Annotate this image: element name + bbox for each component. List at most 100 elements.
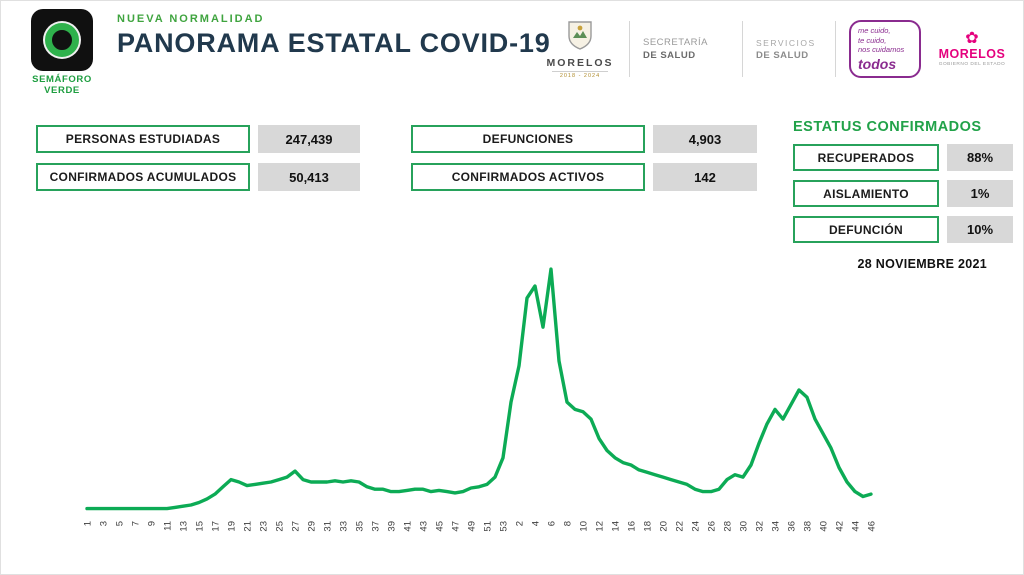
flower-icon: ✿	[965, 30, 979, 47]
me-cuido-logo: me cuido, te cuido, nos cuidamos todos	[849, 20, 921, 78]
stat-confirmados-acumulados: CONFIRMADOS ACUMULADOS 50,413	[36, 163, 360, 191]
x-axis-tick-label: 17	[211, 521, 222, 532]
servicios-line2: DE SALUD	[756, 49, 809, 61]
stat-value: 247,439	[258, 125, 360, 153]
x-axis-tick-label: 2	[515, 521, 526, 526]
morelos-pink-logo: ✿ MORELOS GOBIERNO DEL ESTADO	[933, 30, 1011, 68]
x-axis-tick-label: 28	[723, 521, 734, 532]
x-axis-tick-label: 20	[659, 521, 670, 532]
x-axis-tick-label: 8	[563, 521, 574, 526]
stats-middle-column: DEFUNCIONES 4,903 CONFIRMADOS ACTIVOS 14…	[411, 125, 757, 201]
x-axis-tick-label: 37	[371, 521, 382, 532]
x-axis-tick-label: 45	[435, 521, 446, 532]
pink-morelos-name: MORELOS	[938, 47, 1006, 61]
x-axis-tick-label: 25	[275, 521, 286, 532]
status-defuncion: DEFUNCIÓN 10%	[793, 216, 1013, 243]
mecuido-line2: te cuido,	[858, 35, 887, 45]
stat-personas-estudiadas: PERSONAS ESTUDIADAS 247,439	[36, 125, 360, 153]
x-axis-tick-label: 32	[755, 521, 766, 532]
status-title: ESTATUS CONFIRMADOS	[793, 119, 982, 135]
status-value: 10%	[947, 216, 1013, 243]
x-axis-tick-label: 9	[147, 521, 158, 526]
semaforo-line2: VERDE	[44, 85, 80, 97]
x-axis-tick-label: 41	[403, 521, 414, 532]
status-aislamiento: AISLAMIENTO 1%	[793, 180, 1013, 207]
title-block: NUEVA NORMALIDAD PANORAMA ESTATAL COVID-…	[117, 13, 551, 59]
secretaria-line1: SECRETARÍA	[643, 37, 709, 48]
morelos-crest-logo: MORELOS 2018 - 2024	[544, 20, 616, 79]
logo-strip: MORELOS 2018 - 2024 SECRETARÍA DE SALUD …	[544, 11, 1011, 87]
stat-defunciones: DEFUNCIONES 4,903	[411, 125, 757, 153]
semaforo-badge: SEMÁFORO VERDE	[27, 9, 97, 97]
x-axis-tick-label: 21	[243, 521, 254, 532]
x-axis-tick-label: 13	[179, 521, 190, 532]
x-axis-tick-label: 40	[819, 521, 830, 532]
x-axis-tick-label: 34	[771, 521, 782, 532]
stats-status-column: ESTATUS CONFIRMADOS RECUPERADOS 88% AISL…	[793, 119, 1013, 252]
green-ring-icon	[45, 23, 79, 57]
divider	[629, 21, 630, 77]
secretaria-salud-logo: SECRETARÍA DE SALUD	[643, 37, 729, 61]
x-axis-tick-label: 30	[739, 521, 750, 532]
mecuido-line1: me cuido,	[858, 26, 891, 36]
stat-label: CONFIRMADOS ACTIVOS	[411, 163, 645, 191]
stats-left-column: PERSONAS ESTUDIADAS 247,439 CONFIRMADOS …	[36, 125, 360, 201]
x-axis-tick-label: 51	[483, 521, 494, 532]
x-axis-tick-label: 47	[451, 521, 462, 532]
x-axis-tick-label: 23	[259, 521, 270, 532]
crest-icon	[568, 20, 592, 50]
stat-label: PERSONAS ESTUDIADAS	[36, 125, 250, 153]
x-axis-tick-label: 12	[595, 521, 606, 532]
semaforo-line1: SEMÁFORO	[32, 74, 92, 85]
weekly-cases-chart: 1 3 5 7 9 11 13 15 17 19 21 23 25 27 29 31 33 35 37 39 41 43 4…	[79, 247, 879, 563]
x-axis-tick-label: 14	[611, 521, 622, 532]
report-date: 28 NOVIEMBRE 2021	[857, 257, 987, 271]
x-axis-tick-label: 6	[547, 521, 558, 526]
x-axis-tick-label: 31	[323, 521, 334, 532]
x-axis-tick-label: 18	[643, 521, 654, 532]
status-value: 1%	[947, 180, 1013, 207]
crest-years: 2018 - 2024	[552, 70, 608, 79]
traffic-light-icon	[31, 9, 93, 71]
x-axis-tick-label: 42	[835, 521, 846, 532]
divider	[835, 21, 836, 77]
divider	[742, 21, 743, 77]
status-recuperados: RECUPERADOS 88%	[793, 144, 1013, 171]
x-axis-tick-label: 15	[195, 521, 206, 532]
mecuido-line3: nos cuidamos	[858, 45, 905, 55]
mecuido-todos: todos	[858, 55, 897, 72]
crest-name: MORELOS	[546, 56, 614, 69]
x-axis-tick-label: 35	[355, 521, 366, 532]
x-axis-tick-label: 27	[291, 521, 302, 532]
x-axis-tick-label: 53	[499, 521, 510, 532]
status-value: 88%	[947, 144, 1013, 171]
cases-series-line	[85, 267, 873, 511]
servicios-line1: SERVICIOS	[756, 37, 816, 48]
x-axis-tick-label: 24	[691, 521, 702, 532]
x-axis-tick-label: 4	[531, 521, 542, 526]
cases-line-chart: 1 3 5 7 9 11 13 15 17 19 21 23 25 27 29 31 33 35 37 39 41 43 4…	[83, 267, 878, 532]
stat-confirmados-activos: CONFIRMADOS ACTIVOS 142	[411, 163, 757, 191]
kicker-text: NUEVA NORMALIDAD	[117, 13, 265, 25]
secretaria-line2: DE SALUD	[643, 50, 696, 61]
x-axis-tick-label: 16	[627, 521, 638, 532]
x-axis-tick-label: 44	[851, 521, 862, 532]
x-axis-tick-label: 19	[227, 521, 238, 532]
stat-label: DEFUNCIONES	[411, 125, 645, 153]
x-axis-tick-label: 49	[467, 521, 478, 532]
status-label: AISLAMIENTO	[793, 180, 939, 207]
x-axis-tick-label: 22	[675, 521, 686, 532]
stat-value: 142	[653, 163, 757, 191]
x-axis-tick-label: 43	[419, 521, 430, 532]
stat-label: CONFIRMADOS ACUMULADOS	[36, 163, 250, 191]
x-axis-tick-label: 36	[787, 521, 798, 532]
x-axis-tick-label: 29	[307, 521, 318, 532]
x-axis-tick-label: 26	[707, 521, 718, 532]
x-axis-tick-label: 38	[803, 521, 814, 532]
x-axis-tick-label: 10	[579, 521, 590, 532]
x-axis-tick-label: 1	[83, 521, 94, 526]
status-label: DEFUNCIÓN	[793, 216, 939, 243]
servicios-salud-logo: SERVICIOS DE SALUD	[756, 38, 822, 61]
x-axis-tick-label: 11	[163, 521, 174, 531]
